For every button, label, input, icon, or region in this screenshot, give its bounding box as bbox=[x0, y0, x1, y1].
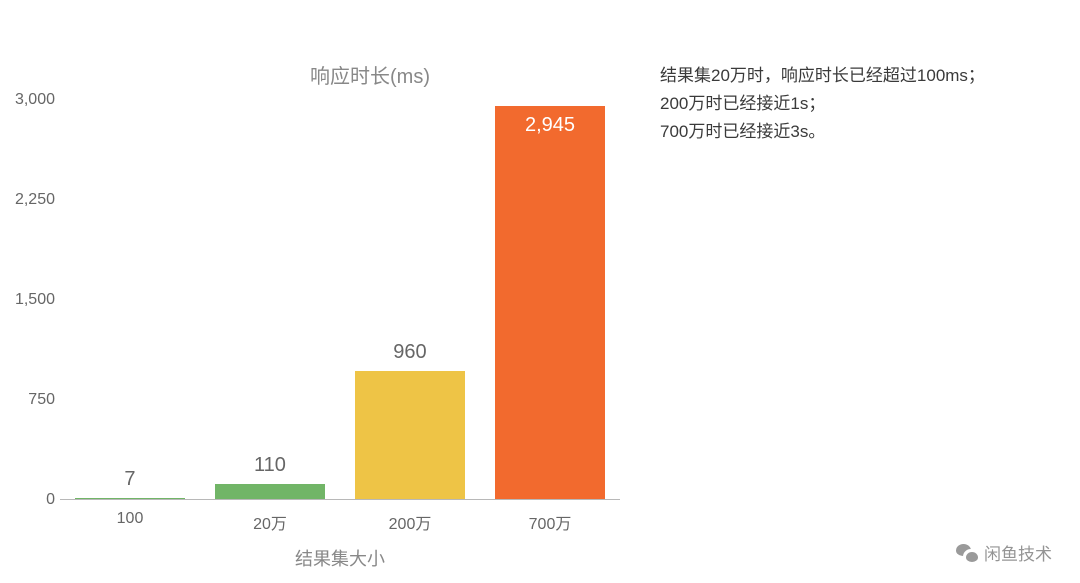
bar bbox=[355, 371, 464, 499]
bar-slot: 2,945 bbox=[495, 99, 604, 499]
bar-slot: 7 bbox=[75, 99, 184, 499]
x-tick-label: 700万 bbox=[529, 510, 572, 534]
watermark-text: 闲鱼技术 bbox=[984, 540, 1052, 565]
bar bbox=[215, 484, 324, 499]
x-tick-label: 100 bbox=[117, 510, 144, 528]
chart-stage: { "chart": { "type": "bar", "title": "响应… bbox=[0, 0, 1080, 583]
y-tick-label: 750 bbox=[28, 391, 55, 409]
bar-value-label: 7 bbox=[75, 468, 184, 491]
wechat-icon bbox=[956, 544, 978, 562]
bar bbox=[495, 106, 604, 499]
y-tick-label: 3,000 bbox=[15, 91, 55, 109]
annotation-line: 结果集20万时，响应时长已经超过100ms； bbox=[660, 62, 1060, 90]
x-tick-label: 20万 bbox=[253, 510, 287, 534]
annotation-line: 700万时已经接近3s。 bbox=[660, 118, 1060, 146]
y-tick-label: 0 bbox=[46, 491, 55, 509]
bar-value-label: 960 bbox=[355, 341, 464, 364]
plot-area: 07501,5002,2503,000 71109602,945 bbox=[60, 100, 620, 500]
watermark: 闲鱼技术 bbox=[956, 540, 1052, 565]
bar-slot: 960 bbox=[355, 99, 464, 499]
x-tick-label: 200万 bbox=[389, 510, 432, 534]
bar-value-label: 2,945 bbox=[495, 114, 604, 137]
bars-container: 7 110 960 2,945 bbox=[60, 99, 620, 499]
annotation-text: 结果集20万时，响应时长已经超过100ms；200万时已经接近1s；700万时已… bbox=[660, 62, 1060, 146]
x-axis-title: 结果集大小 bbox=[60, 545, 620, 571]
annotation-line: 200万时已经接近1s； bbox=[660, 90, 1060, 118]
chart-title: 响应时长(ms) bbox=[60, 60, 680, 89]
bar bbox=[75, 498, 184, 499]
bar-slot: 110 bbox=[215, 99, 324, 499]
y-tick-label: 2,250 bbox=[15, 191, 55, 209]
bar-value-label: 110 bbox=[215, 454, 324, 477]
y-tick-label: 1,500 bbox=[15, 291, 55, 309]
